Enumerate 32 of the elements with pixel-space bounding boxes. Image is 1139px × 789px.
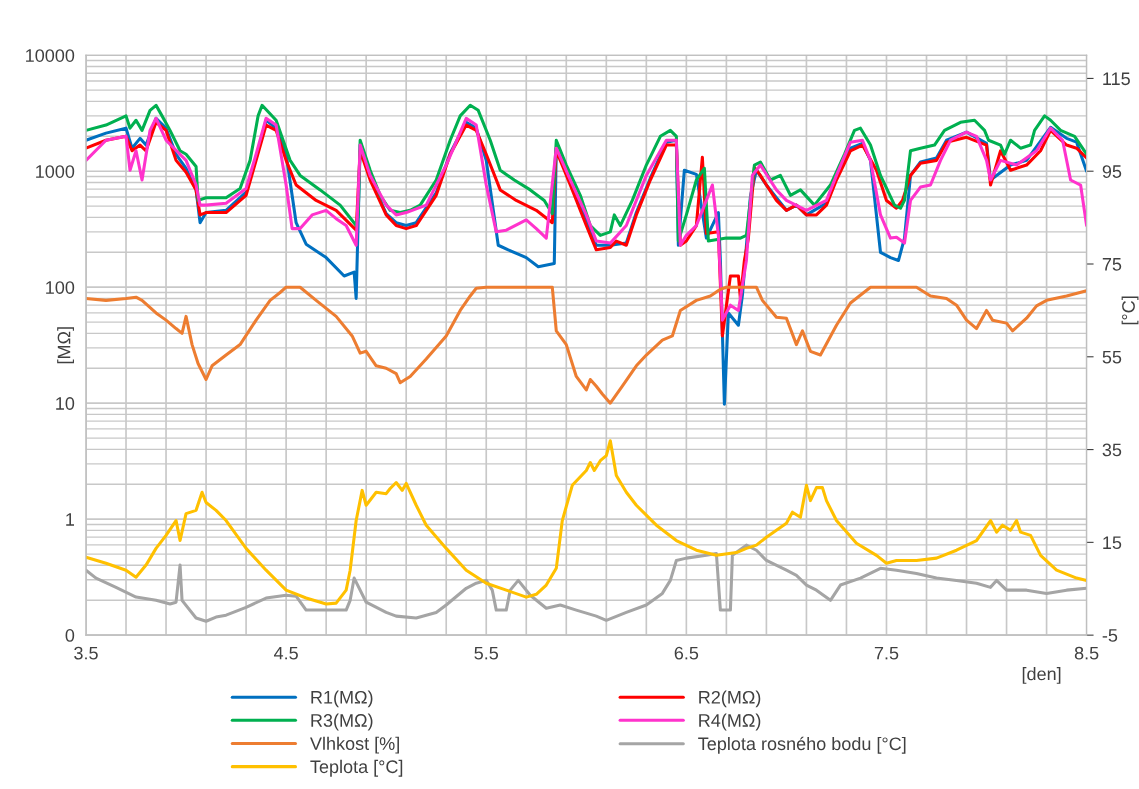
- y2-tick-label: 75: [1102, 258, 1122, 271]
- legend-label: Vlhkost [%]: [310, 736, 399, 754]
- y2-tick-label: 15: [1103, 536, 1122, 550]
- x-tick-label: 5.5: [474, 646, 499, 660]
- line-series: [85, 543, 1087, 623]
- legend-label: Teplota rosného bodu [°C]: [698, 736, 906, 754]
- legend-label: R1(MΩ): [311, 690, 373, 708]
- x-tick-label: 6.5: [674, 646, 699, 660]
- y2-tick-label: -5: [1102, 629, 1118, 642]
- x-tick-label: 8.5: [1074, 646, 1099, 660]
- y2-tick-label: 35: [1102, 443, 1122, 457]
- y-tick-label: 0: [65, 629, 75, 642]
- y2-tick-label: 55: [1102, 350, 1122, 364]
- legend-label: Teplota [°C]: [310, 759, 403, 777]
- legend-label: R3(MΩ): [311, 713, 373, 731]
- y-axis-title: [MΩ]: [57, 327, 74, 364]
- x-tick-label: 3.5: [74, 646, 98, 660]
- y2-axis-title: [°C]: [1121, 296, 1139, 325]
- y2-tick-label: 95: [1102, 165, 1122, 178]
- y-tick-label: 1000: [36, 165, 75, 178]
- x-tick-label: 4.5: [273, 646, 298, 660]
- line-series: [85, 285, 1087, 405]
- y-tick-label: 10: [56, 397, 75, 410]
- y-tick-label: 100: [46, 281, 75, 294]
- legend-label: R2(MΩ): [699, 690, 761, 708]
- x-axis-title: [den]: [1022, 667, 1061, 684]
- x-tick-label: 7.5: [874, 646, 899, 660]
- line-series: [85, 439, 1087, 606]
- y-tick-label: 10000: [26, 49, 75, 62]
- y-tick-label: 1: [66, 513, 74, 526]
- y2-tick-label: 115: [1103, 72, 1130, 86]
- legend-label: R4(MΩ): [699, 713, 761, 731]
